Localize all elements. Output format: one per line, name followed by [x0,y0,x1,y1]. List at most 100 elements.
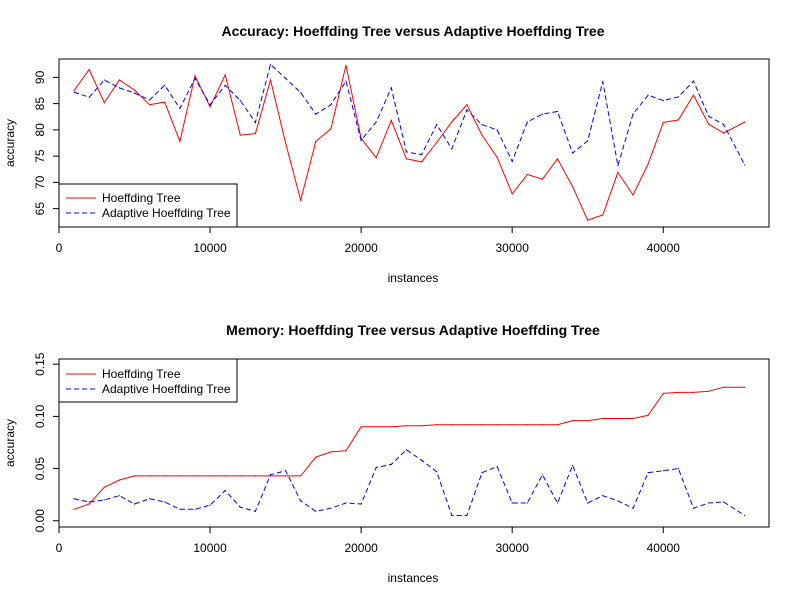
data-point-adaptive-hoeffding-tree [164,84,166,86]
data-point-hoeffding-tree [647,163,649,165]
data-point-hoeffding-tree [466,104,468,106]
data-point-hoeffding-tree [481,134,483,136]
data-point-adaptive-hoeffding-tree [436,124,438,126]
x-axis-label: instances [388,271,439,285]
data-point-adaptive-hoeffding-tree [345,502,347,504]
data-point-hoeffding-tree [405,158,407,160]
legend-label-adaptive-hoeffding-tree: Adaptive Hoeffding Tree [102,206,231,220]
data-point-adaptive-hoeffding-tree [239,99,241,102]
data-point-hoeffding-tree [390,426,392,428]
data-point-adaptive-hoeffding-tree [723,124,725,126]
data-point-hoeffding-tree [315,456,317,458]
data-point-adaptive-hoeffding-tree [390,87,392,89]
data-point-hoeffding-tree [451,121,453,123]
data-point-hoeffding-tree [421,425,423,427]
x-tick-label: 20000 [344,541,378,555]
data-point-hoeffding-tree [118,79,120,81]
data-point-hoeffding-tree [330,451,332,453]
data-point-hoeffding-tree [254,133,256,135]
data-point-adaptive-hoeffding-tree [602,495,604,497]
x-tick-label: 0 [56,241,63,255]
data-point-hoeffding-tree [149,475,151,477]
data-point-adaptive-hoeffding-tree [224,84,226,86]
data-point-adaptive-hoeffding-tree [496,129,498,131]
data-point-adaptive-hoeffding-tree [481,472,483,474]
data-point-hoeffding-tree [556,158,559,160]
series-line-adaptive-hoeffding-tree [73,449,746,516]
data-point-adaptive-hoeffding-tree [224,489,226,492]
x-axis-ticks: 0 10000 20000 30000 40000 [56,527,680,555]
y-tick-label: 75 [33,149,47,163]
data-point-hoeffding-tree [541,178,544,180]
data-point-adaptive-hoeffding-tree [541,113,544,115]
data-point-hoeffding-tree [556,424,559,426]
data-point-hoeffding-tree [511,424,513,426]
accuracy-chart-panel: Accuracy: Hoeffding Tree versus Adaptive… [3,23,770,285]
series-layer [73,63,746,221]
data-point-adaptive-hoeffding-tree [466,109,468,111]
data-point-adaptive-hoeffding-tree [451,148,453,150]
y-axis-ticks: 0.00 0.05 0.10 0.15 [33,352,59,532]
data-point-hoeffding-tree [133,89,136,91]
data-point-adaptive-hoeffding-tree [118,87,120,89]
data-point-hoeffding-tree [239,475,241,477]
y-tick-label: 80 [33,123,47,137]
data-point-adaptive-hoeffding-tree [73,498,75,500]
data-point-adaptive-hoeffding-tree [149,99,151,101]
data-point-adaptive-hoeffding-tree [708,502,710,504]
data-point-adaptive-hoeffding-tree [556,502,559,504]
data-point-hoeffding-tree [723,132,725,134]
data-point-hoeffding-tree [224,74,226,76]
y-tick-label: 0.05 [33,457,47,481]
data-point-adaptive-hoeffding-tree [662,99,664,102]
data-point-adaptive-hoeffding-tree [647,472,649,474]
data-point-adaptive-hoeffding-tree [421,154,423,156]
data-point-hoeffding-tree [164,475,166,477]
data-point-adaptive-hoeffding-tree [254,510,256,512]
data-point-hoeffding-tree [572,186,574,188]
data-point-hoeffding-tree [421,161,423,163]
data-point-adaptive-hoeffding-tree [692,507,695,509]
data-point-hoeffding-tree [73,89,75,92]
data-point-hoeffding-tree [496,424,498,426]
data-point-adaptive-hoeffding-tree [723,501,725,503]
series-line-adaptive-hoeffding-tree [73,63,746,166]
data-point-adaptive-hoeffding-tree [677,468,680,470]
y-tick-label: 0.00 [33,509,47,533]
x-tick-label: 30000 [496,541,530,555]
x-tick-label: 0 [56,541,63,555]
data-point-adaptive-hoeffding-tree [481,124,483,126]
data-point-hoeffding-tree [572,420,574,422]
data-point-hoeffding-tree [133,475,136,477]
data-point-adaptive-hoeffding-tree [133,503,136,505]
plot-frame [58,58,770,228]
data-point-hoeffding-tree [526,173,528,176]
data-point-hoeffding-tree [481,424,483,426]
legend-label-hoeffding-tree: Hoeffding Tree [102,367,181,381]
x-tick-label: 40000 [647,241,681,255]
data-point-hoeffding-tree [315,140,317,142]
data-point-hoeffding-tree [300,199,302,201]
legend: Hoeffding Tree Adaptive Hoeffding Tree [58,183,238,228]
data-point-adaptive-hoeffding-tree [315,113,317,115]
data-point-adaptive-hoeffding-tree [632,113,634,115]
data-point-adaptive-hoeffding-tree [662,470,664,472]
data-point-adaptive-hoeffding-tree [88,501,90,503]
data-point-adaptive-hoeffding-tree [744,514,746,517]
data-point-hoeffding-tree [330,128,332,130]
data-point-hoeffding-tree [179,140,181,142]
data-point-adaptive-hoeffding-tree [375,121,377,123]
data-point-adaptive-hoeffding-tree [300,500,302,502]
data-point-adaptive-hoeffding-tree [239,506,241,508]
legend-box [58,358,238,403]
data-point-hoeffding-tree [692,94,695,96]
data-point-hoeffding-tree [239,134,241,136]
data-point-adaptive-hoeffding-tree [360,503,362,505]
data-point-adaptive-hoeffding-tree [632,507,634,509]
data-point-hoeffding-tree [360,426,362,428]
data-point-hoeffding-tree [285,475,287,477]
y-tick-label: 0.10 [33,404,47,428]
data-point-hoeffding-tree [390,119,392,121]
data-point-hoeffding-tree [88,503,90,505]
data-point-hoeffding-tree [632,417,634,420]
